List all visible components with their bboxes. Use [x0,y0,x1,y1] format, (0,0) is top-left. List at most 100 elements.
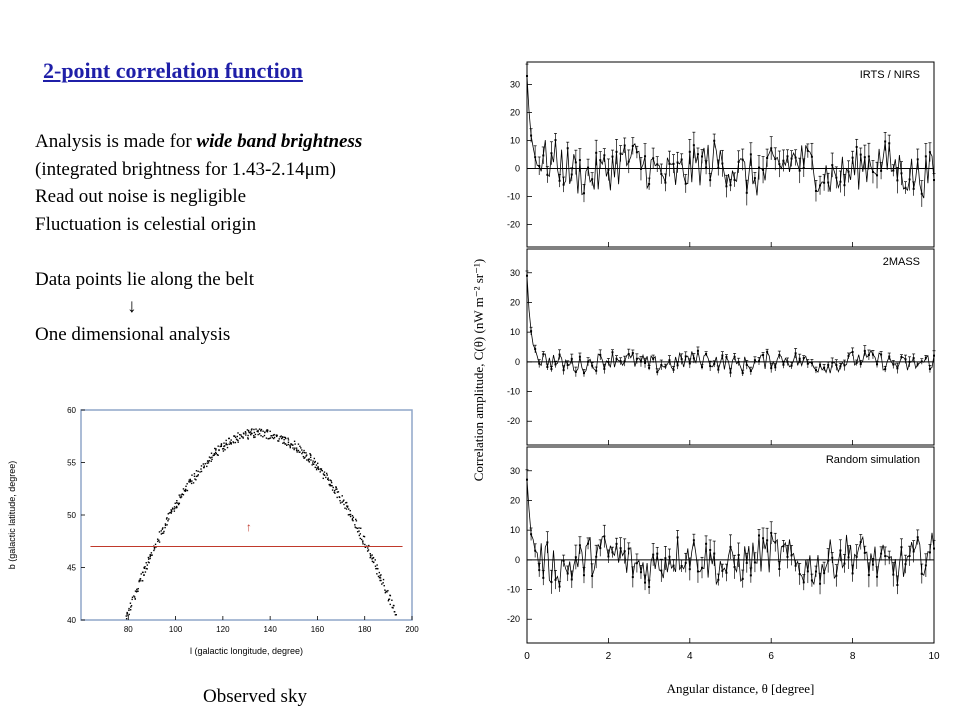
belt-point [130,605,133,607]
belt-point [169,511,172,514]
belt-point [275,435,278,438]
belt-point [364,543,366,546]
data-point [924,356,927,359]
belt-point [153,549,155,552]
data-point [713,552,716,555]
belt-point [287,437,289,440]
data-point [798,169,801,172]
belt-point [180,496,183,498]
belt-point [199,471,201,473]
data-point [595,151,598,154]
belt-point [160,533,163,535]
y-tick-label: 50 [67,511,76,520]
belt-point [244,431,247,433]
data-point [644,361,647,364]
belt-point [305,452,307,454]
belt-point [208,456,211,458]
y-tick-label: 55 [67,459,76,468]
data-point [542,576,545,579]
data-point [900,355,903,358]
belt-point [134,590,137,592]
belt-point [264,431,266,433]
belt-point [148,561,150,564]
belt-point [287,443,290,446]
belt-point [232,441,235,444]
data-point [660,172,663,175]
data-point [554,578,557,581]
belt-point [218,449,220,451]
data-point [615,542,618,545]
belt-point [230,443,232,445]
data-point [928,151,931,154]
belt-point [360,527,362,529]
belt-point [217,445,219,447]
y-tick-label: -10 [507,585,520,595]
data-point [753,359,756,362]
belt-point [376,564,378,566]
belt-point [147,556,150,559]
data-point [823,572,826,575]
belt-point [167,520,169,522]
belt-point [125,615,127,617]
data-point [656,371,659,374]
data-point [664,365,667,368]
data-point [692,539,695,542]
belt-point [222,450,225,452]
data-point [530,134,533,137]
data-point [892,169,895,172]
belt-point [141,580,144,582]
belt-point [394,614,397,616]
belt-point [273,436,276,439]
belt-point [321,470,323,472]
x-tick-label: 160 [311,625,325,634]
belt-point [277,440,279,442]
y-tick-label: 45 [67,564,76,573]
panel-frame [526,248,935,446]
belt-point [137,590,139,592]
belt-points [125,428,397,620]
belt-point [145,567,147,570]
data-point [880,169,883,172]
belt-point [346,506,349,508]
belt-point [128,613,130,616]
belt-point [284,436,287,439]
belt-point [283,438,285,441]
belt-point [170,510,173,513]
data-point [737,360,740,363]
data-point [713,139,716,142]
data-point [916,158,919,161]
data-point [819,184,822,187]
belt-point [266,429,269,432]
belt-point [346,505,348,507]
belt-point [326,474,328,476]
belt-point [129,609,132,611]
belt-point [283,441,285,444]
data-point [741,577,744,580]
belt-point [133,596,136,598]
belt-point [335,486,337,489]
y-tick-label: 0 [515,555,520,565]
belt-point [251,432,253,435]
data-point [762,168,765,171]
belt-point [225,439,227,442]
belt-point [275,434,277,436]
data-point [884,555,887,558]
belt-point [208,460,211,462]
data-point [737,553,740,556]
belt-point [215,452,218,455]
data-point [717,166,720,169]
data-point [639,571,642,574]
data-point [692,357,695,360]
belt-point [150,554,153,556]
belt-point [184,488,187,491]
data-point [668,162,671,165]
belt-point [181,493,184,495]
belt-point [257,431,259,433]
data-point [912,187,915,190]
belt-point [256,430,258,433]
data-point [684,561,687,564]
belt-point [247,434,249,437]
data-point [778,567,781,570]
belt-point [247,429,250,432]
data-point [827,559,830,562]
